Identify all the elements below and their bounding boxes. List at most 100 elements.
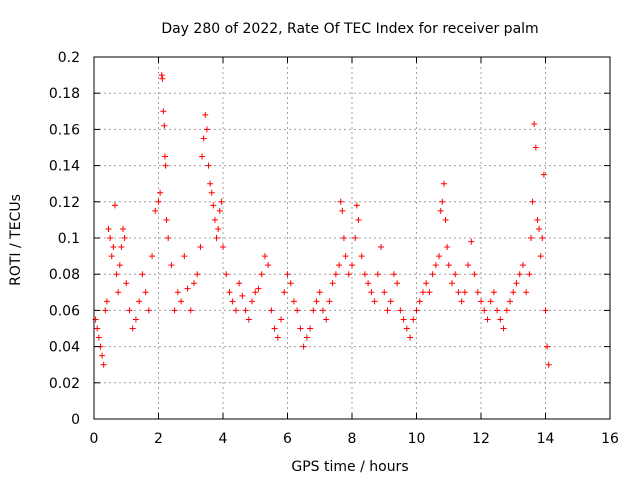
data-point xyxy=(200,135,207,142)
x-tick-label: 2 xyxy=(154,431,163,447)
y-tick-label: 0.14 xyxy=(49,159,80,175)
data-point xyxy=(481,307,488,314)
data-point xyxy=(274,334,281,341)
data-point xyxy=(365,280,372,287)
data-point xyxy=(403,325,410,332)
data-point xyxy=(161,122,168,129)
x-axis-label: GPS time / hours xyxy=(291,459,408,475)
data-point xyxy=(316,289,323,296)
data-point xyxy=(210,202,217,209)
data-point xyxy=(107,235,114,241)
data-point xyxy=(500,325,507,332)
data-point xyxy=(465,262,472,269)
data-point xyxy=(155,198,162,205)
data-point xyxy=(178,298,185,305)
data-point xyxy=(397,307,404,314)
data-point xyxy=(268,307,275,314)
data-point xyxy=(252,289,259,296)
data-point xyxy=(419,289,426,296)
x-tick-label: 12 xyxy=(472,431,490,447)
data-point xyxy=(265,262,272,269)
data-point xyxy=(105,225,112,232)
data-point xyxy=(437,207,444,214)
data-point xyxy=(513,280,520,287)
data-point xyxy=(536,225,543,232)
data-point xyxy=(490,289,497,296)
x-tick-label: 10 xyxy=(408,431,426,447)
y-tick-label: 0.12 xyxy=(49,195,80,211)
data-point xyxy=(158,72,165,79)
x-tick-label: 0 xyxy=(90,431,99,447)
data-point xyxy=(100,361,107,368)
data-point xyxy=(116,262,123,269)
data-point xyxy=(199,153,206,160)
data-point xyxy=(429,271,436,278)
data-point xyxy=(390,271,397,278)
data-point xyxy=(159,75,166,82)
data-point xyxy=(303,334,310,341)
data-point xyxy=(349,262,355,269)
data-point xyxy=(205,162,212,169)
data-point xyxy=(544,343,551,350)
data-point xyxy=(120,225,127,232)
data-point xyxy=(111,202,118,209)
data-point xyxy=(319,307,326,314)
data-point xyxy=(526,271,533,278)
data-point xyxy=(211,216,218,223)
data-point xyxy=(307,325,314,332)
data-point xyxy=(371,298,378,305)
data-point xyxy=(242,307,249,314)
y-tick-label: 0.1 xyxy=(58,231,80,247)
data-point xyxy=(281,289,288,296)
data-point xyxy=(271,325,278,332)
data-point xyxy=(220,244,226,251)
data-point xyxy=(532,144,539,151)
data-point xyxy=(261,253,268,260)
data-point xyxy=(145,307,152,314)
data-point xyxy=(448,280,455,287)
data-point xyxy=(345,271,352,278)
y-tick-label: 0.18 xyxy=(49,86,80,102)
data-point xyxy=(539,235,546,241)
data-point xyxy=(161,153,168,160)
data-point xyxy=(207,180,214,187)
data-point xyxy=(162,162,169,169)
data-point xyxy=(278,316,285,323)
data-point xyxy=(99,352,106,359)
data-point xyxy=(527,235,534,241)
data-point xyxy=(126,307,133,314)
data-point xyxy=(545,361,552,368)
data-point xyxy=(442,216,449,223)
data-point xyxy=(168,262,175,269)
y-tick-label: 0.2 xyxy=(58,50,80,66)
data-point xyxy=(534,216,541,223)
data-point xyxy=(384,307,391,314)
y-tick-label: 0.04 xyxy=(49,340,80,356)
data-point xyxy=(197,244,204,251)
data-point xyxy=(132,316,139,323)
data-point xyxy=(245,316,252,323)
data-point xyxy=(381,289,388,296)
data-point xyxy=(374,271,381,278)
data-point xyxy=(232,307,239,314)
data-point xyxy=(529,198,536,205)
data-point xyxy=(494,307,501,314)
data-point xyxy=(226,289,233,296)
data-point xyxy=(426,289,433,296)
data-point xyxy=(123,280,130,287)
data-point xyxy=(113,271,120,278)
data-point xyxy=(394,280,401,287)
data-point xyxy=(255,285,262,292)
data-point xyxy=(165,235,172,241)
data-point xyxy=(358,253,365,260)
x-tick-label: 6 xyxy=(283,431,292,447)
data-point xyxy=(468,238,475,245)
data-point xyxy=(236,280,243,287)
data-point xyxy=(400,316,407,323)
y-tick-label: 0.16 xyxy=(49,122,80,138)
data-point xyxy=(329,280,336,287)
data-point xyxy=(142,289,149,296)
data-point xyxy=(340,235,347,241)
x-tick-label: 4 xyxy=(219,431,228,447)
data-point xyxy=(326,298,333,305)
